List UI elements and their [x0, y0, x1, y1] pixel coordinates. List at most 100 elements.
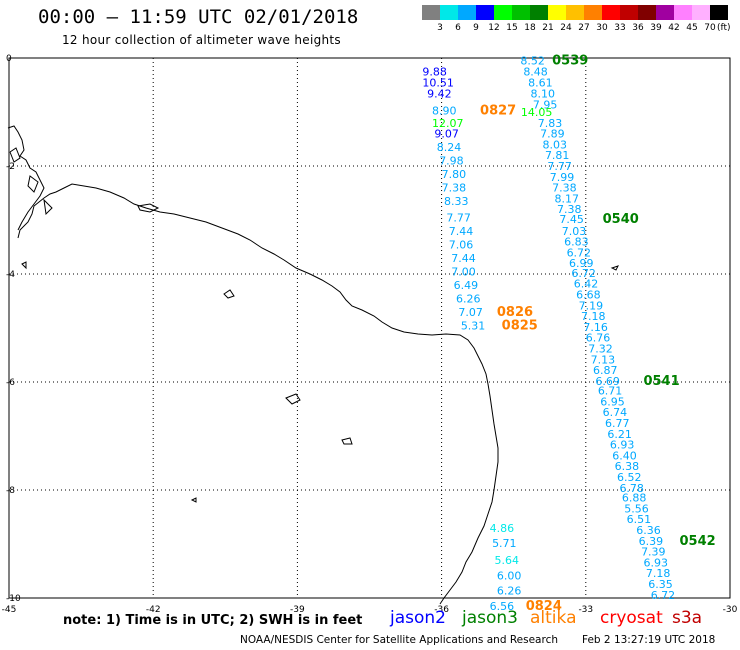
map-subtitle: 12 hour collection of altimeter wave hei… [62, 33, 341, 47]
wave-height-label: 7.89 [540, 128, 565, 141]
wave-height-label: 12.07 [432, 117, 464, 130]
wave-height-label: 8.52 [520, 55, 545, 68]
wave-height-label: 6.87 [593, 364, 618, 377]
wave-height-label: 6.36 [636, 524, 661, 537]
colorbar-tick-label: 27 [578, 23, 590, 33]
wave-height-label: 4.86 [490, 522, 514, 535]
colorbar-swatch [638, 5, 656, 20]
coastline [7, 125, 619, 605]
wave-height-label: 6.52 [617, 471, 642, 484]
pass-time-label: 0827 [480, 103, 516, 118]
colorbar-swatch [692, 5, 710, 20]
wave-height-label: 6.00 [497, 569, 522, 582]
wave-height-label: 6.38 [615, 460, 640, 473]
wave-height-label: 9.07 [434, 128, 459, 141]
colorbar-tick-label: 42 [668, 23, 680, 33]
wave-height-label: 9.42 [427, 88, 452, 101]
colorbar-tick-label: 33 [614, 23, 626, 33]
colorbar-tick-label: 39 [650, 23, 662, 33]
y-tick-label: -10 [6, 594, 21, 604]
colorbar-swatch [494, 5, 512, 20]
x-tick-label: -33 [578, 605, 593, 615]
colorbar-swatch [620, 5, 638, 20]
pass-time-label: 0541 [643, 374, 679, 389]
wave-height-label: 7.19 [579, 299, 604, 312]
colorbar-tick-label: 30 [596, 23, 608, 33]
wave-height-label: 7.38 [557, 203, 582, 216]
wave-height-label: 7.00 [451, 265, 476, 278]
colorbar-tick-label: 15 [506, 23, 518, 33]
wave-height-label: 7.44 [449, 225, 474, 238]
wave-height-label: 8.33 [444, 195, 469, 208]
wave-height-label: 6.77 [605, 417, 630, 430]
colorbar-swatch [674, 5, 692, 20]
colorbar-tick-label: 45 [686, 23, 698, 33]
wave-height-label: 6.35 [648, 578, 673, 591]
wave-height-label: 7.03 [562, 225, 587, 238]
wave-height-label: 6.21 [607, 428, 632, 441]
wave-height-label: 7.77 [446, 211, 471, 224]
legend-altika: altika [530, 608, 577, 628]
x-tick-label: -45 [2, 605, 17, 615]
wave-height-label: 7.98 [439, 155, 464, 168]
colorbar-tick-label: 36 [632, 23, 644, 33]
island-5 [21, 261, 27, 270]
colorbar-swatch [710, 5, 728, 20]
wave-height-label: 5.64 [494, 554, 519, 567]
wave-height-label: 8.17 [555, 192, 580, 205]
colorbar-swatch [656, 5, 674, 20]
wave-height-label: 6.74 [603, 406, 628, 419]
colorbar-tick-label: 18 [524, 23, 536, 33]
legend-jason2: jason2 [390, 608, 446, 628]
wave-height-label: 8.10 [531, 88, 556, 101]
island-3 [285, 393, 301, 405]
wave-height-label: 6.93 [610, 439, 635, 452]
wave-height-label: 7.13 [591, 353, 616, 366]
island-7 [190, 497, 197, 503]
colorbar-swatch [458, 5, 476, 20]
wave-height-label: 6.26 [456, 292, 481, 305]
colorbar-swatch [530, 5, 548, 20]
wave-height-label: 9.88 [422, 66, 447, 79]
coastline-inlet [9, 147, 53, 216]
wave-height-label: 6.72 [651, 589, 676, 602]
colorbar-tick-label: 70 [704, 23, 716, 33]
y-tick-label: 0 [6, 54, 12, 64]
colorbar-swatch [422, 5, 440, 20]
colorbar [422, 5, 728, 20]
pass-time-label: 0826 [497, 305, 533, 320]
wave-height-label: 8.24 [437, 141, 462, 154]
wave-height-label: 6.40 [612, 449, 637, 462]
colorbar-swatch [566, 5, 584, 20]
pass-time-label: 0540 [603, 212, 639, 227]
wave-height-label: 5.31 [461, 319, 486, 332]
wave-height-label: 6.72 [567, 246, 592, 259]
wave-height-label: 7.06 [449, 238, 474, 251]
wave-height-label: 6.95 [600, 395, 625, 408]
lat-lon-grid: -45 -42 -39 -36 -33 -30 0 -2 -4 -6 -8 -10 [2, 54, 738, 615]
y-tick-label: -6 [6, 378, 15, 388]
y-tick-label: -4 [6, 270, 15, 280]
colorbar-tick-label: 3 [437, 23, 443, 33]
wave-height-label: 10.51 [422, 76, 454, 89]
wave-height-label: 6.39 [639, 535, 664, 548]
legend-cryosat: cryosat [600, 608, 663, 628]
x-tick-label: -36 [434, 605, 449, 615]
wave-height-label: 8.90 [432, 104, 457, 117]
wave-height-label: 6.69 [595, 375, 620, 388]
wave-height-label: 6.49 [454, 279, 479, 292]
wave-height-label: 5.56 [624, 502, 649, 515]
wave-height-label: 6.78 [619, 482, 644, 495]
colorbar-swatch [440, 5, 458, 20]
wave-height-label: 7.39 [641, 546, 666, 559]
wave-height-label: 6.88 [622, 492, 647, 505]
colorbar-swatch [548, 5, 566, 20]
y-tick-label: -2 [6, 162, 15, 172]
wave-height-label: 8.03 [543, 138, 568, 151]
wave-height-label: 7.44 [451, 252, 476, 265]
wave-height-label: 7.18 [646, 567, 671, 580]
wave-height-label: 7.38 [552, 182, 577, 195]
pass-time-label: 0825 [502, 318, 538, 333]
wave-height-label: 7.38 [442, 182, 467, 195]
